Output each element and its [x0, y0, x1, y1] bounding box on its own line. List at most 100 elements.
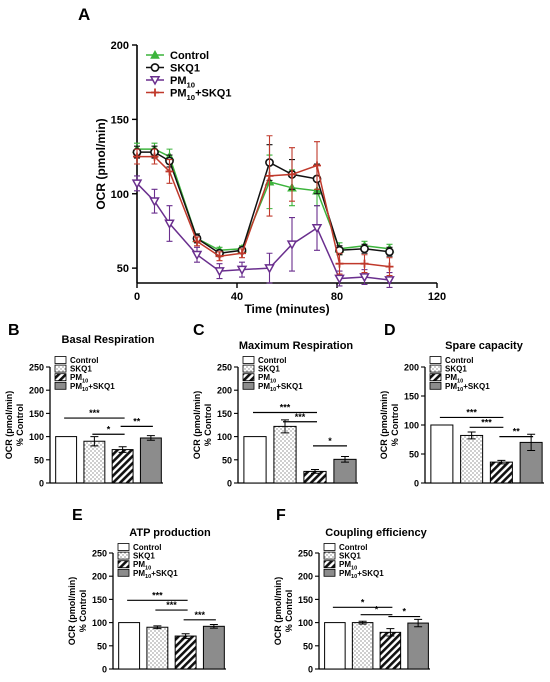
bar [118, 622, 141, 670]
series-pm10 [131, 175, 395, 289]
panel-b: B Basal Respiration 0 50 100 150 200 250 OCR (pm… [4, 322, 163, 489]
legend-label: Control [133, 543, 161, 552]
legend-swatch [54, 373, 67, 382]
legend-swatch [429, 381, 442, 390]
panel-f: F Coupling efficiency 0 50 100 150 200 250 OCR (… [273, 507, 430, 675]
legend-label: PM10 [70, 373, 88, 384]
y-tick-label: 0 [39, 479, 44, 489]
y-tick-label: 50 [34, 455, 44, 465]
y-axis-label: OCR (pmol/min) [379, 391, 389, 460]
x-tick-label: 120 [428, 291, 446, 303]
error-bar [386, 628, 395, 637]
legend-label: PM10 [170, 75, 195, 89]
data-point [384, 276, 395, 286]
y-tick-label: 100 [92, 618, 107, 628]
data-point [265, 171, 274, 180]
significance-label: *** [280, 402, 291, 412]
legend-swatch [117, 560, 130, 569]
legend-label: PM10+SKQ1 [258, 382, 303, 393]
error-bar [153, 625, 162, 630]
y-axis-label-unit: % Control [15, 404, 25, 447]
legend-marker [149, 76, 161, 86]
x-tick-label: 40 [231, 291, 243, 303]
legend-swatch [117, 551, 130, 560]
bar [489, 461, 513, 484]
bar [174, 635, 197, 670]
error-bar [497, 459, 506, 465]
panel-d: D Spare capacity 0 50 100 150 200 OCR (pmol/min… [379, 322, 544, 489]
legend-label: SKQ1 [133, 552, 155, 561]
legend-swatch [242, 381, 255, 390]
significance-label: *** [481, 417, 492, 427]
legend-label: SKQ1 [70, 365, 92, 374]
significance-label: *** [166, 600, 177, 610]
legend-swatch [54, 381, 67, 390]
y-tick-label: 150 [92, 595, 107, 605]
error-bar [118, 446, 127, 453]
y-tick-label: 250 [217, 363, 232, 373]
error-bar [146, 435, 155, 441]
data-point [131, 179, 143, 189]
legend-label: PM10+SKQ1 [170, 88, 231, 102]
significance-label: *** [152, 590, 163, 600]
bar [351, 622, 374, 670]
y-tick-label: 0 [227, 479, 232, 489]
y-tick-label: 50 [303, 641, 313, 651]
legend-label: SKQ1 [258, 365, 280, 374]
panel-title: Maximum Respiration [239, 340, 354, 352]
y-tick-label: 0 [308, 665, 313, 675]
y-tick-label: 100 [111, 189, 129, 201]
legend-label: SKQ1 [170, 63, 200, 75]
y-tick-label: 0 [414, 479, 419, 489]
data-point [133, 152, 141, 161]
series-line-skq1 [137, 151, 390, 255]
panel-letter-c: C [193, 322, 205, 339]
data-point [264, 264, 275, 274]
y-axis-label: OCR (pmol/min) [192, 391, 202, 460]
data-point [335, 259, 344, 268]
legend-marker [150, 49, 160, 59]
bar [333, 458, 357, 484]
data-point [238, 249, 246, 258]
legend-swatch [242, 364, 255, 373]
error-bar [414, 618, 423, 628]
y-tick-label: 200 [298, 572, 313, 582]
significance-label: * [375, 605, 379, 615]
data-point [191, 250, 203, 261]
significance-label: *** [466, 407, 477, 417]
series-pm10_skq1 [133, 135, 394, 277]
legend-label: Control [170, 50, 209, 62]
legend-swatch [323, 543, 336, 551]
y-axis-label-unit: % Control [78, 590, 88, 633]
legend-swatch [54, 364, 67, 373]
significance-label: ** [513, 427, 521, 437]
error-bar [358, 620, 367, 625]
y-tick-label: 200 [29, 386, 44, 396]
legend-swatch [242, 356, 255, 364]
y-axis-label-unit: % Control [390, 404, 400, 447]
significance-label: *** [194, 610, 205, 620]
error-bar [181, 633, 190, 639]
legend-marker [151, 88, 159, 97]
panel-letter-d: D [384, 322, 396, 339]
bar [83, 440, 106, 484]
bar [139, 437, 162, 484]
error-bar [467, 431, 476, 440]
y-tick-label: 150 [29, 409, 44, 419]
y-tick-label: 50 [222, 455, 232, 465]
panel-a: A 50 100 150 200 0 40 80 120 Time (minutes) OCR (p… [78, 5, 446, 316]
legend-label: PM10 [258, 373, 276, 384]
y-tick-label: 100 [217, 432, 232, 442]
data-point [360, 259, 369, 268]
bar [379, 631, 402, 670]
bar [460, 434, 484, 484]
y-tick-label: 150 [404, 392, 419, 402]
legend-label: PM10+SKQ1 [133, 569, 178, 580]
significance-label: * [361, 597, 365, 607]
legend-swatch [54, 356, 67, 364]
bar [55, 436, 78, 484]
legend-swatch [117, 568, 130, 577]
